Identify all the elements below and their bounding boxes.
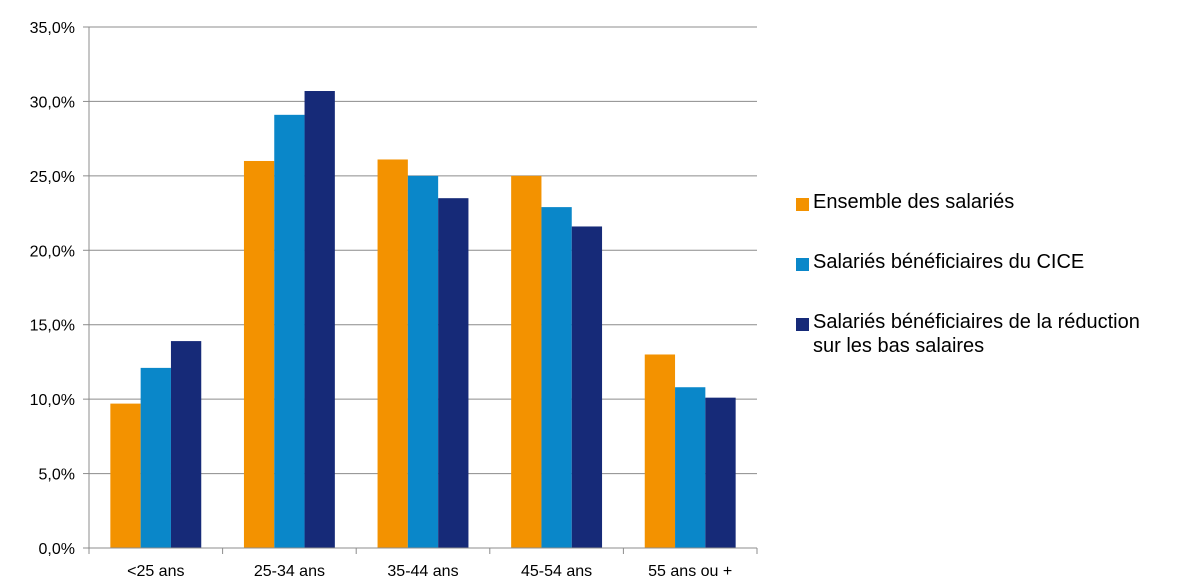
legend-item-ensemble: Ensemble des salariés [796,190,1176,214]
x-tick-label: 45-54 ans [521,563,592,580]
x-axis-tick-labels: <25 ans 25-34 ans 35-44 ans 45-54 ans 55 ans… [127,563,732,580]
y-tick-label: 0,0% [39,541,75,558]
y-tick-label: 10,0% [30,392,75,409]
bar-ensemble [243,160,275,548]
x-tick-label: 35-44 ans [387,563,458,580]
legend-item-reduction: Salariés bénéficiaires de la réduction s… [796,310,1176,358]
bar-cice [407,175,439,548]
legend-item-cice: Salariés bénéficiaires du CICE [796,250,1176,274]
x-tick-label: <25 ans [127,563,184,580]
y-tick-label: 5,0% [39,467,75,484]
bar-ensemble [377,159,408,549]
bar-cice [541,207,572,549]
bar-cice [675,387,706,548]
bar-reduction [170,341,202,548]
bar-ensemble [110,403,141,548]
legend-label-cice: Salariés bénéficiaires du CICE [813,251,1085,273]
bar-cice [274,114,305,548]
y-tick-label: 25,0% [30,169,75,186]
bar-reduction [438,198,469,548]
legend-label-ensemble: Ensemble des salariés [813,191,1015,213]
bars [110,91,736,549]
bar-reduction [571,226,603,548]
legend-label-reduction: Salariés bénéficiaires de la réduction s… [813,311,1140,357]
y-tick-label: 30,0% [30,94,75,111]
legend-swatch-reduction [796,318,809,331]
bar-reduction [705,397,736,548]
x-tick-label: 55 ans ou + [648,563,732,580]
bar-cice [140,367,171,548]
y-tick-label: 20,0% [30,243,75,260]
bar-reduction [304,91,335,548]
legend: Ensemble des salariés Salariés bénéficia… [796,190,1176,358]
x-tick-label: 25-34 ans [254,563,325,580]
axes [83,26,758,554]
y-tick-label: 15,0% [30,318,75,335]
bar-ensemble [511,175,542,548]
legend-swatch-cice [796,258,809,271]
bar-ensemble [644,354,676,548]
y-axis-tick-labels: 0,0% 5,0% 10,0% 15,0% 20,0% 25,0% 30,0% 35,0% [30,20,75,558]
legend-swatch-ensemble [796,198,809,211]
y-tick-label: 35,0% [30,20,75,37]
